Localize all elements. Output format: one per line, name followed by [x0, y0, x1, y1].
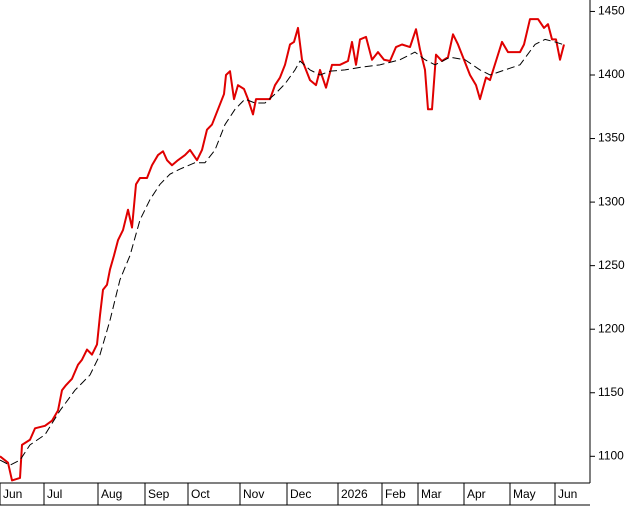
x-tick-label: Feb: [385, 487, 406, 501]
x-tick-label: Dec: [290, 487, 311, 501]
x-tick-label: Jun: [3, 487, 22, 501]
y-tick-label: 1450: [598, 4, 625, 18]
y-tick-label: 1150: [598, 385, 624, 399]
x-tick-label: Nov: [243, 487, 264, 501]
x-tick-label: Jul: [47, 487, 62, 501]
y-tick-label: 1100: [598, 448, 624, 462]
series-line: [0, 38, 564, 466]
x-tick-label: Aug: [101, 487, 122, 501]
x-tick-label: Sep: [148, 487, 170, 501]
series-line: [0, 18, 565, 482]
x-tick-label: May: [513, 487, 536, 501]
y-tick-label: 1200: [598, 321, 625, 335]
y-tick-label: 1300: [598, 194, 625, 208]
x-tick-label: 2026: [341, 487, 368, 501]
x-tick-label: Mar: [421, 487, 442, 501]
y-tick-label: 1250: [598, 258, 625, 272]
x-tick-label: Oct: [191, 487, 210, 501]
y-tick-label: 1400: [598, 67, 625, 81]
axis-band: [590, 0, 643, 506]
y-tick-label: 1350: [598, 131, 625, 145]
x-tick-label: Apr: [467, 487, 486, 501]
x-tick-label: Jun: [558, 487, 577, 501]
